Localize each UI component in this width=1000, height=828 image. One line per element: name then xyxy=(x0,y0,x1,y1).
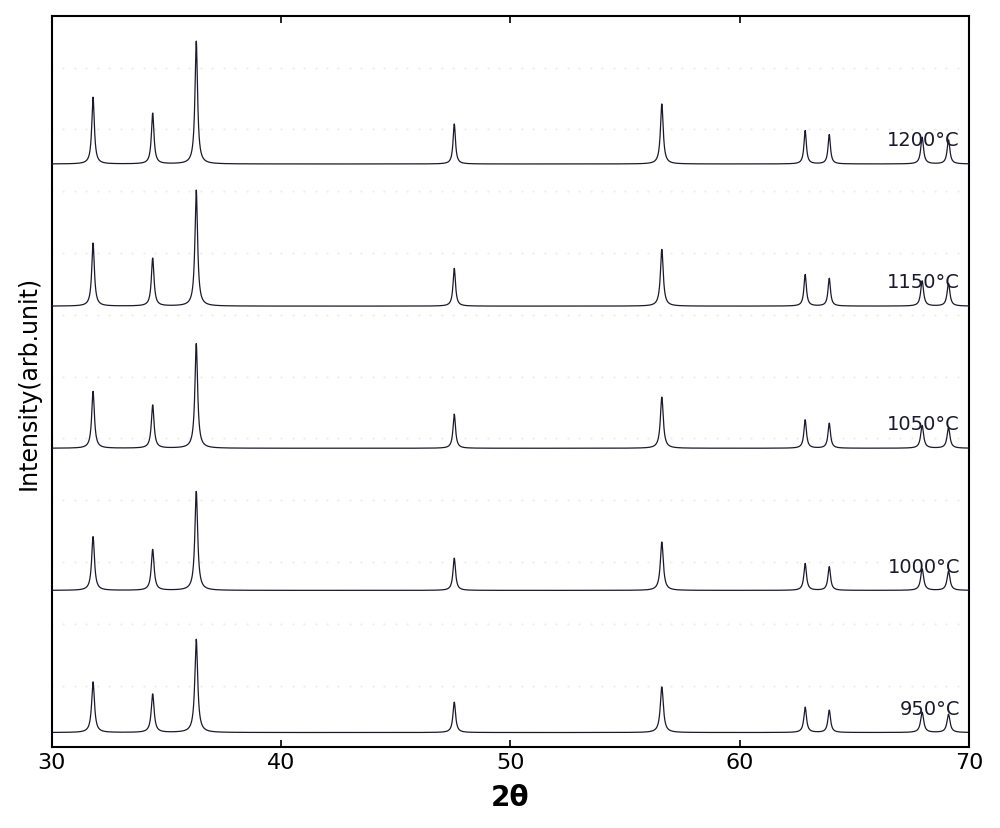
Y-axis label: Intensity(arb.unit): Intensity(arb.unit) xyxy=(17,275,41,489)
Text: 1200°C: 1200°C xyxy=(887,131,960,150)
X-axis label: 2θ: 2θ xyxy=(491,783,530,811)
Text: 1150°C: 1150°C xyxy=(887,273,960,292)
Text: 950°C: 950°C xyxy=(899,699,960,718)
Text: 1000°C: 1000°C xyxy=(887,557,960,575)
Text: 1050°C: 1050°C xyxy=(887,415,960,434)
